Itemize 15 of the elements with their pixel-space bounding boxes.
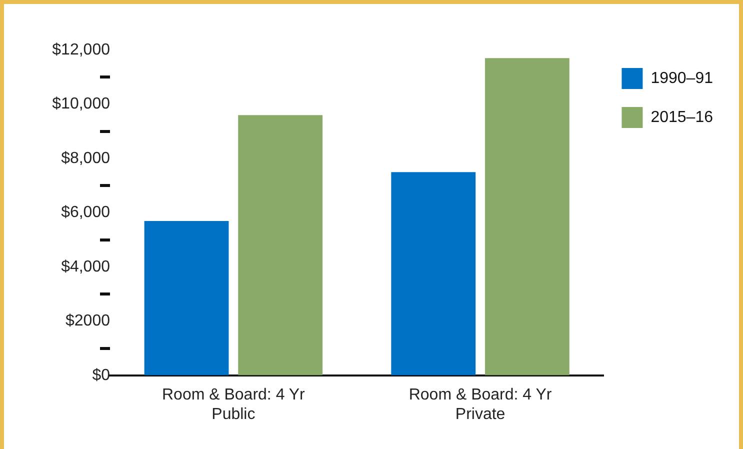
legend-label: 1990–91	[650, 70, 714, 87]
x-tick-label: Room & Board: 4 Yr Private	[408, 386, 552, 423]
x-tick-label: Room & Board: 4 Yr Public	[162, 386, 306, 423]
y-tick-label: $2000	[66, 312, 110, 330]
y-tick-label: $12,000	[52, 41, 110, 58]
y-tick-label: $6,000	[61, 204, 110, 222]
bar	[144, 220, 229, 376]
y-tick-label: $0	[92, 367, 110, 384]
y-tick-label: $8,000	[61, 150, 110, 167]
bar	[484, 58, 570, 376]
bar	[391, 172, 476, 376]
legend-label: 2015–16	[650, 108, 714, 126]
y-tick-label: $10,000	[52, 96, 110, 113]
bar	[238, 115, 323, 376]
y-tick-label: $4,000	[61, 258, 110, 276]
